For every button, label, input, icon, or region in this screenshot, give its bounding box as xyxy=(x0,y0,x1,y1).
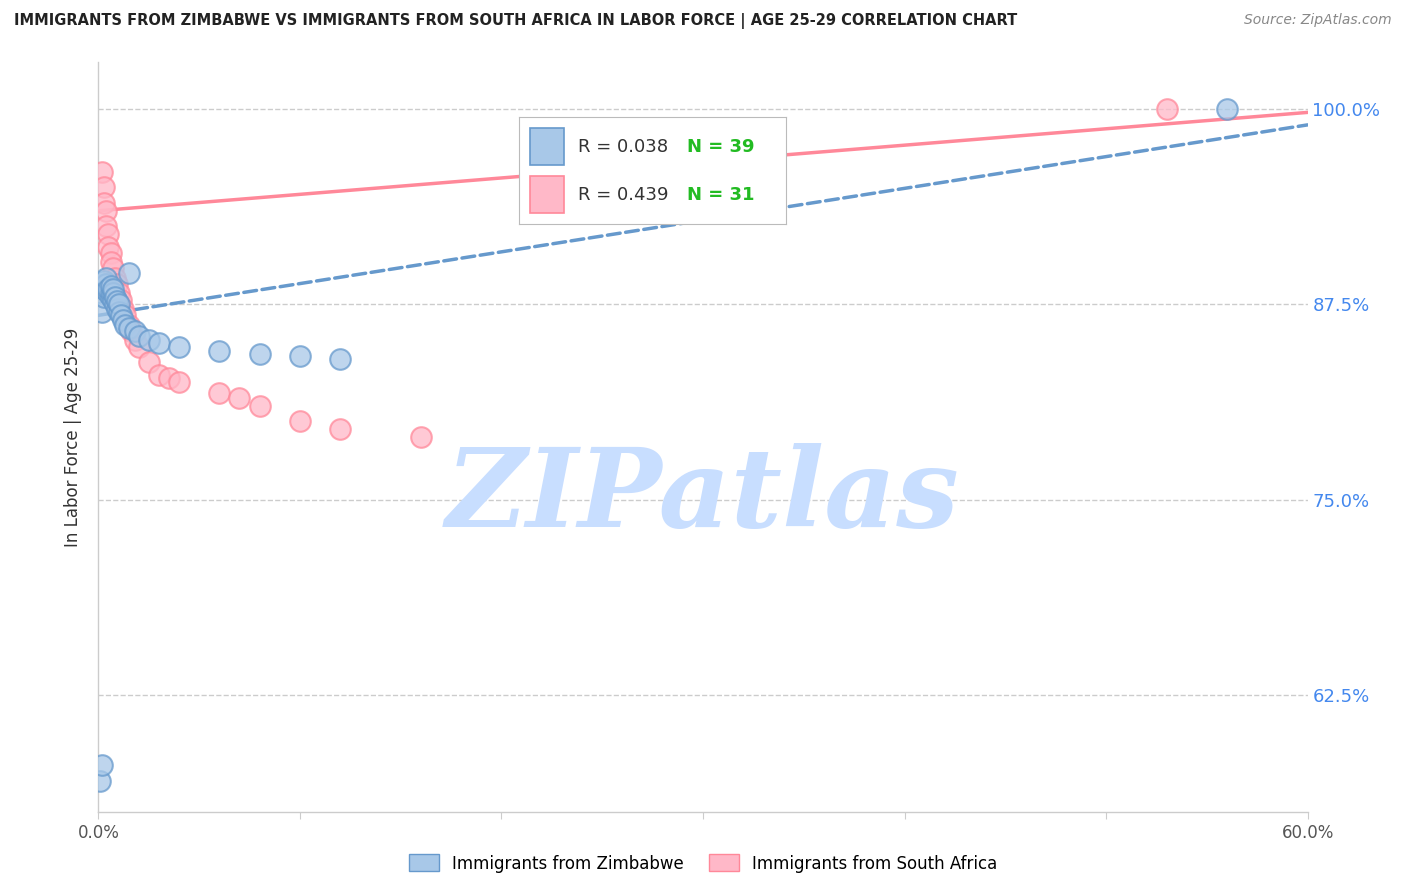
Point xyxy=(93,274,115,288)
Point xyxy=(101,293,124,307)
Point xyxy=(120,324,142,338)
Point xyxy=(157,371,180,385)
Point xyxy=(329,422,352,436)
Point xyxy=(96,271,118,285)
Point xyxy=(118,320,141,334)
Point xyxy=(101,286,124,301)
Point xyxy=(124,334,146,348)
Point xyxy=(93,196,115,211)
Point xyxy=(96,282,118,296)
Point xyxy=(107,286,129,301)
Text: R = 0.038: R = 0.038 xyxy=(578,137,668,155)
Point xyxy=(107,305,129,319)
Text: N = 31: N = 31 xyxy=(688,186,755,203)
Point xyxy=(138,334,160,348)
Point xyxy=(208,386,231,401)
Point xyxy=(288,414,311,429)
Point xyxy=(167,376,190,390)
Text: ZIPatlas: ZIPatlas xyxy=(446,443,960,550)
Point xyxy=(103,289,125,303)
Point xyxy=(103,271,125,285)
Point xyxy=(91,758,114,772)
Point xyxy=(100,278,122,293)
Text: IMMIGRANTS FROM ZIMBABWE VS IMMIGRANTS FROM SOUTH AFRICA IN LABOR FORCE | AGE 25: IMMIGRANTS FROM ZIMBABWE VS IMMIGRANTS F… xyxy=(14,13,1018,29)
Point xyxy=(148,368,170,382)
Point xyxy=(124,324,146,338)
Point xyxy=(100,289,122,303)
Point xyxy=(138,355,160,369)
Point xyxy=(97,286,120,301)
Point xyxy=(111,313,134,327)
Point xyxy=(128,340,150,354)
Text: R = 0.439: R = 0.439 xyxy=(578,186,668,203)
FancyBboxPatch shape xyxy=(530,128,564,165)
Point xyxy=(93,180,115,194)
Point xyxy=(103,297,125,311)
Point xyxy=(93,277,115,292)
Point xyxy=(118,318,141,332)
Point xyxy=(101,282,124,296)
Point xyxy=(100,285,122,299)
Point xyxy=(114,309,136,323)
Point xyxy=(107,297,129,311)
Point xyxy=(110,309,132,323)
FancyBboxPatch shape xyxy=(530,176,564,213)
Point xyxy=(228,391,250,405)
Point xyxy=(89,773,111,788)
Point xyxy=(167,340,190,354)
Point xyxy=(96,219,118,234)
Legend: Immigrants from Zimbabwe, Immigrants from South Africa: Immigrants from Zimbabwe, Immigrants fro… xyxy=(402,847,1004,880)
Point xyxy=(97,227,120,241)
Point xyxy=(128,328,150,343)
Point xyxy=(249,347,271,361)
Point xyxy=(1156,102,1178,116)
Point xyxy=(110,293,132,307)
Point xyxy=(249,399,271,413)
Point xyxy=(100,255,122,269)
Point xyxy=(114,318,136,332)
Point xyxy=(105,277,128,292)
Point xyxy=(91,164,114,178)
Text: Source: ZipAtlas.com: Source: ZipAtlas.com xyxy=(1244,13,1392,28)
Point xyxy=(97,239,120,253)
Point xyxy=(329,351,352,366)
Point xyxy=(96,203,118,218)
Point xyxy=(105,301,128,317)
Point xyxy=(148,336,170,351)
Point xyxy=(118,266,141,280)
Point xyxy=(105,294,128,309)
Point xyxy=(111,301,134,317)
Y-axis label: In Labor Force | Age 25-29: In Labor Force | Age 25-29 xyxy=(65,327,83,547)
Point xyxy=(93,289,115,303)
Point xyxy=(97,282,120,296)
Point xyxy=(409,430,432,444)
Point xyxy=(91,305,114,319)
Point xyxy=(93,282,115,296)
Point xyxy=(96,277,118,292)
Point xyxy=(101,261,124,276)
Point xyxy=(1216,102,1239,116)
Point xyxy=(288,349,311,363)
Point xyxy=(208,344,231,359)
Point xyxy=(100,246,122,260)
Text: N = 39: N = 39 xyxy=(688,137,755,155)
